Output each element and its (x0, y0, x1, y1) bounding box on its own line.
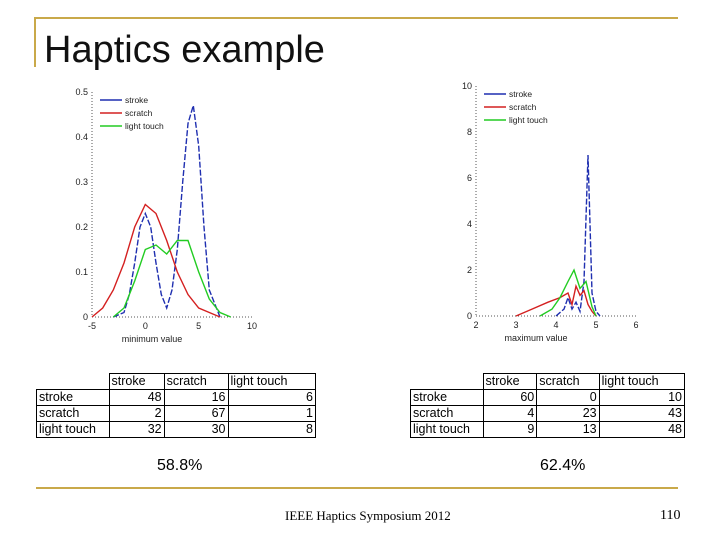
left-rule (34, 17, 36, 67)
accuracy-left: 58.8% (157, 457, 203, 474)
table-cell: 0 (536, 389, 600, 406)
y-tick-label: 0 (83, 312, 88, 322)
table-cell: 43 (598, 405, 686, 422)
y-tick-label: 8 (467, 127, 472, 137)
legend-entry: scratch (125, 108, 153, 118)
column-header: scratch (536, 373, 600, 390)
table-cell: 48 (108, 389, 165, 406)
bottom-rule (36, 487, 678, 489)
legend-entry: stroke (125, 95, 148, 105)
footer-text: IEEE Haptics Symposium 2012 (285, 508, 451, 523)
legend-entry: light touch (509, 115, 548, 125)
x-tick-label: 0 (143, 321, 148, 331)
confusion-matrix-left: stroke scratch light touch stroke 48 16 … (36, 373, 317, 438)
x-tick-label: 5 (196, 321, 201, 331)
x-axis-label: minimum value (122, 334, 183, 344)
table-cell: 8 (227, 421, 317, 438)
row-label: light touch (410, 421, 484, 438)
table-row: stroke 48 16 6 (36, 389, 317, 406)
x-tick-label: 4 (553, 320, 558, 330)
table-cell: 10 (598, 389, 686, 406)
slide-title: Haptics example (44, 29, 325, 71)
row-label: stroke (410, 389, 484, 406)
minimum-value-plot: 0 0.1 0.2 0.3 0.4 0.5 -5 0 5 10 minimum value strok… (62, 82, 282, 352)
x-tick-label: 10 (247, 321, 257, 331)
column-header: stroke (108, 373, 165, 390)
row-label: light touch (36, 421, 110, 438)
table-cell: 23 (536, 405, 600, 422)
table-cell: 2 (108, 405, 165, 422)
series-line-stroke (555, 154, 601, 317)
table-cell: 4 (482, 405, 538, 422)
table-row: scratch 4 23 43 (410, 405, 686, 422)
y-tick-label: 0.3 (75, 177, 88, 187)
table-cell: 32 (108, 421, 165, 438)
series-line-light-touch (112, 239, 231, 318)
page-number: 110 (660, 508, 681, 523)
table-row: light touch 32 30 8 (36, 421, 317, 438)
table-corner (411, 374, 484, 390)
table-cell: 30 (163, 421, 229, 438)
table-header-row: stroke scratch light touch (37, 373, 317, 390)
x-tick-label: 2 (473, 320, 478, 330)
y-tick-label: 0 (467, 311, 472, 321)
table-cell: 1 (227, 405, 317, 422)
table-cell: 16 (163, 389, 229, 406)
y-tick-label: 6 (467, 173, 472, 183)
legend-entry: scratch (509, 102, 537, 112)
legend-entry: light touch (125, 121, 164, 131)
series-line-stroke (113, 105, 221, 318)
series-line-light-touch (539, 268, 597, 317)
legend-entry: stroke (509, 89, 532, 99)
table-corner (37, 374, 110, 390)
column-header: light touch (227, 373, 317, 390)
y-tick-label: 0.1 (75, 267, 88, 277)
table-cell: 67 (163, 405, 229, 422)
maximum-value-plot: 0 2 4 6 8 10 2 3 4 5 6 maximum value stroke scratch li… (448, 78, 668, 353)
table-row: scratch 2 67 1 (36, 405, 317, 422)
row-label: stroke (36, 389, 110, 406)
table-header-row: stroke scratch light touch (411, 373, 686, 390)
series-line-scratch (91, 203, 221, 318)
table-row: light touch 9 13 48 (410, 421, 686, 438)
y-tick-label: 10 (462, 81, 472, 91)
x-axis-label: maximum value (504, 333, 567, 343)
y-tick-label: 2 (467, 265, 472, 275)
accuracy-right: 62.4% (540, 457, 586, 474)
y-tick-label: 0.4 (75, 132, 88, 142)
x-tick-label: -5 (88, 321, 96, 331)
column-header: light touch (598, 373, 686, 390)
table-row: stroke 60 0 10 (410, 389, 686, 406)
table-cell: 48 (598, 421, 686, 438)
series-line-scratch (515, 283, 597, 317)
table-cell: 60 (482, 389, 538, 406)
column-header: stroke (482, 373, 538, 390)
y-tick-label: 0.5 (75, 87, 88, 97)
table-cell: 13 (536, 421, 600, 438)
confusion-matrix-right: stroke scratch light touch stroke 60 0 1… (410, 373, 686, 438)
row-label: scratch (36, 405, 110, 422)
x-tick-label: 6 (633, 320, 638, 330)
top-rule (34, 17, 678, 19)
table-cell: 9 (482, 421, 538, 438)
y-tick-label: 4 (467, 219, 472, 229)
table-cell: 6 (227, 389, 317, 406)
row-label: scratch (410, 405, 484, 422)
x-tick-label: 3 (513, 320, 518, 330)
y-tick-label: 0.2 (75, 222, 88, 232)
x-tick-label: 5 (593, 320, 598, 330)
column-header: scratch (163, 373, 229, 390)
